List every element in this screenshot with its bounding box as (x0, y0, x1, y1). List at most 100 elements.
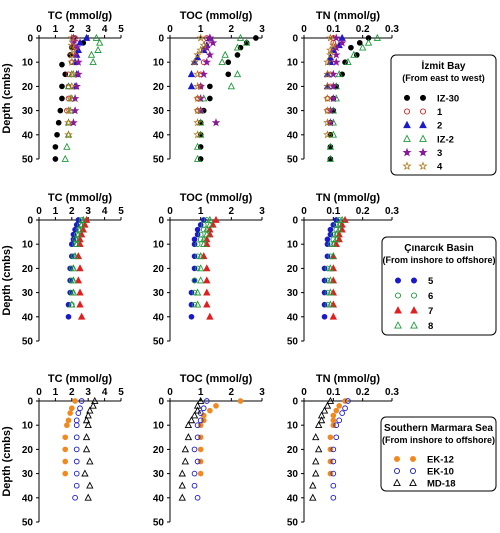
x-tick-label: 0.1 (326, 387, 340, 398)
data-point (193, 142, 202, 150)
series-4 (323, 33, 338, 139)
data-point (218, 58, 226, 66)
data-point (237, 398, 244, 404)
y-tick-label: 40 (287, 130, 299, 141)
data-point (59, 83, 65, 90)
x-tick-label: 0.2 (356, 387, 370, 398)
data-point (326, 288, 335, 296)
legend-label: 6 (428, 291, 433, 302)
data-point (184, 421, 193, 429)
x-tick-label: 2 (69, 206, 75, 217)
x-tick-label: 3 (85, 387, 91, 398)
data-point (75, 410, 82, 416)
data-point (196, 264, 205, 272)
data-point (207, 407, 213, 414)
data-point (326, 50, 335, 59)
x-tick-label: 5 (118, 24, 124, 35)
data-point (329, 40, 338, 49)
data-point (242, 38, 251, 46)
legend-subtitle: (From inshore to offshore) (382, 435, 495, 445)
data-point (89, 58, 97, 66)
y-tick-label: 10 (153, 421, 165, 432)
y-tick-label: 20 (153, 82, 165, 93)
data-point (61, 154, 69, 162)
legend-marker (419, 134, 427, 142)
data-point (67, 40, 77, 49)
data-point (73, 434, 80, 441)
legend-subtitle: (From inshore to offshore) (383, 255, 496, 265)
y-tick-label: 40 (153, 312, 165, 323)
legend-label: IZ-2 (437, 134, 454, 145)
data-point (72, 398, 78, 404)
legend-label: IZ-30 (437, 93, 459, 104)
data-point (194, 226, 201, 233)
legend-subtitle: (From east to west) (402, 73, 485, 83)
data-point (197, 446, 204, 453)
series-4 (190, 33, 209, 139)
legend-box (390, 54, 497, 176)
legend-marker (403, 120, 411, 129)
y-tick-label: 40 (287, 493, 299, 504)
data-point (200, 405, 207, 412)
data-point (309, 481, 317, 489)
data-point (74, 57, 83, 66)
data-point (193, 106, 202, 115)
data-point (190, 411, 199, 419)
series-EK-12 (62, 398, 78, 477)
data-point (73, 470, 80, 477)
data-point (329, 130, 338, 138)
data-point (323, 401, 332, 409)
data-point (314, 421, 323, 429)
series-3 (196, 33, 221, 127)
legend-marker (402, 161, 412, 171)
y-axis-title: Depth (cmbs) (1, 63, 13, 134)
x-tick-label: 1 (198, 387, 204, 398)
data-point (196, 276, 205, 284)
data-point (196, 130, 205, 138)
y-tick-label: 40 (153, 493, 165, 504)
data-point (332, 235, 340, 243)
data-point (225, 59, 232, 66)
data-point (333, 434, 340, 441)
data-point (321, 313, 328, 320)
data-point (208, 38, 218, 47)
y-tick-label: 50 (153, 518, 165, 529)
y-tick-label: 0 (292, 34, 298, 45)
data-point (196, 45, 205, 54)
x-tick-label: 2 (69, 24, 75, 35)
x-tick-label: 0 (167, 24, 173, 35)
y-tick-label: 20 (287, 445, 299, 456)
x-tick-label: 4 (102, 387, 108, 398)
data-point (234, 52, 241, 58)
y-tick-label: 10 (22, 240, 34, 251)
y-tick-label: 10 (287, 240, 299, 251)
data-point (52, 144, 59, 150)
data-point (62, 446, 69, 453)
data-point (76, 288, 84, 296)
data-point (69, 264, 78, 272)
data-point (194, 422, 201, 429)
series-MD-18 (81, 396, 99, 501)
data-point (344, 58, 352, 66)
data-point (314, 445, 323, 453)
data-point (187, 70, 196, 78)
y-tick-label: 30 (153, 288, 165, 299)
data-point (64, 118, 73, 126)
x-tick-label: 3 (259, 387, 265, 398)
data-point (73, 240, 81, 248)
data-point (336, 417, 343, 424)
data-point (326, 154, 335, 162)
series-EK-10 (72, 398, 85, 501)
series-5 (321, 217, 340, 320)
legend-marker (420, 108, 427, 115)
series-8 (326, 215, 346, 308)
series-EK-10 (191, 398, 210, 501)
y-tick-label: 30 (22, 469, 34, 480)
x-axis-title: TOC (mmol/g) (180, 192, 253, 204)
data-point (350, 50, 358, 58)
legend-title: Çınarcık Basin (404, 243, 473, 254)
x-axis-title: TOC (mmol/g) (180, 373, 253, 385)
x-tick-label: 4 (102, 24, 108, 35)
data-point (76, 38, 84, 46)
